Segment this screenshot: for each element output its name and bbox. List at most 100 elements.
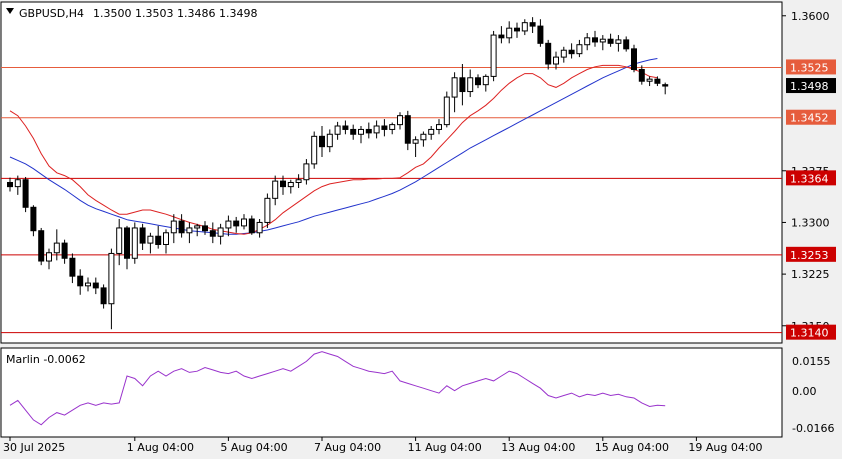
indicator-label: Marlin -0.0062	[6, 353, 86, 366]
ma-slow-line	[9, 58, 658, 235]
candle-body	[412, 139, 419, 144]
candle	[623, 36, 630, 52]
candle	[451, 72, 458, 113]
candle-body	[131, 227, 138, 259]
candle	[217, 223, 224, 245]
candle-body	[116, 227, 123, 254]
candle	[202, 221, 208, 235]
candle	[30, 205, 37, 237]
candle	[311, 131, 318, 169]
time-tick-label: 15 Aug 04:00	[595, 441, 669, 454]
candle-body	[163, 232, 169, 245]
candle-body	[256, 221, 263, 234]
candle	[373, 120, 380, 139]
candle-body	[139, 227, 146, 244]
candle-body	[365, 128, 372, 134]
indicator-tick-bottom: -0.0166	[792, 422, 834, 435]
candle-body	[202, 225, 208, 232]
ohlc-values: 1.3500 1.3503 1.3486 1.3498	[93, 7, 257, 20]
candle-body	[498, 34, 505, 39]
candle	[638, 65, 645, 85]
candle	[592, 30, 598, 47]
candle-body	[623, 39, 630, 50]
candle	[576, 39, 583, 58]
level-label-box	[786, 59, 836, 75]
candle	[553, 51, 559, 70]
candle-body	[241, 218, 247, 227]
candle	[139, 223, 146, 250]
candle	[225, 215, 232, 237]
main-plot-area[interactable]	[0, 1, 783, 344]
level-label: 1.3525	[790, 61, 829, 74]
candle-body	[217, 227, 224, 237]
candle-body	[147, 235, 154, 244]
level-label-box	[786, 246, 836, 262]
candle	[272, 175, 279, 206]
candle	[241, 214, 247, 230]
candle	[420, 131, 427, 147]
candle	[490, 30, 497, 82]
candle-body	[342, 125, 349, 130]
level-label-box	[786, 324, 836, 340]
candle-body	[69, 257, 76, 277]
candle-body	[615, 39, 622, 44]
candle-body	[389, 124, 396, 130]
candle	[568, 43, 575, 59]
candle	[498, 26, 505, 44]
candle	[365, 122, 372, 139]
indicator-plot-area[interactable]	[0, 347, 783, 438]
candle-body	[467, 77, 474, 93]
level-label: 1.3364	[790, 172, 829, 185]
candle-body	[280, 180, 286, 188]
candle-body	[662, 84, 669, 87]
time-tick-label: 11 Aug 04:00	[408, 441, 482, 454]
candle-body	[436, 124, 442, 130]
candle	[381, 119, 388, 137]
chart-menu-triangle-icon[interactable]	[6, 8, 14, 14]
candle-body	[22, 179, 29, 208]
indicator-tick-zero: 0.00	[792, 385, 817, 398]
candle-body	[287, 181, 294, 188]
candle-body	[350, 128, 357, 135]
candle	[264, 193, 271, 228]
candle	[389, 122, 396, 135]
moving-averages	[9, 58, 658, 235]
candle	[14, 175, 21, 195]
candle	[412, 136, 419, 157]
candle-body	[545, 42, 552, 65]
candle-body	[638, 69, 645, 82]
candle	[22, 176, 29, 213]
level-label: 1.3452	[790, 112, 829, 125]
candle-body	[225, 220, 232, 229]
candle	[654, 76, 661, 87]
candle-body	[170, 220, 177, 234]
candle-body	[334, 125, 341, 135]
candle-body	[490, 34, 497, 77]
candle-body	[568, 49, 575, 55]
candle	[69, 253, 76, 284]
candle-body	[482, 75, 489, 86]
candle	[607, 33, 614, 47]
candle-body	[155, 235, 162, 245]
candle	[404, 110, 411, 151]
candle-body	[428, 128, 435, 135]
candle	[131, 222, 138, 264]
price-tick-label: 1.3300	[791, 216, 830, 229]
candle	[615, 35, 622, 52]
candle	[186, 222, 193, 244]
candle-body	[560, 49, 567, 58]
candle-body	[14, 179, 21, 188]
candle-body	[553, 56, 559, 65]
candle	[248, 215, 255, 235]
candle	[178, 214, 185, 238]
candle-body	[475, 77, 481, 86]
candle	[467, 69, 474, 98]
candle-body	[53, 242, 60, 254]
candle	[233, 216, 240, 233]
time-tick-label: 19 Aug 04:00	[688, 441, 762, 454]
candle-body	[233, 220, 240, 227]
candle	[287, 179, 294, 194]
candles	[7, 17, 669, 330]
candle	[350, 124, 357, 140]
